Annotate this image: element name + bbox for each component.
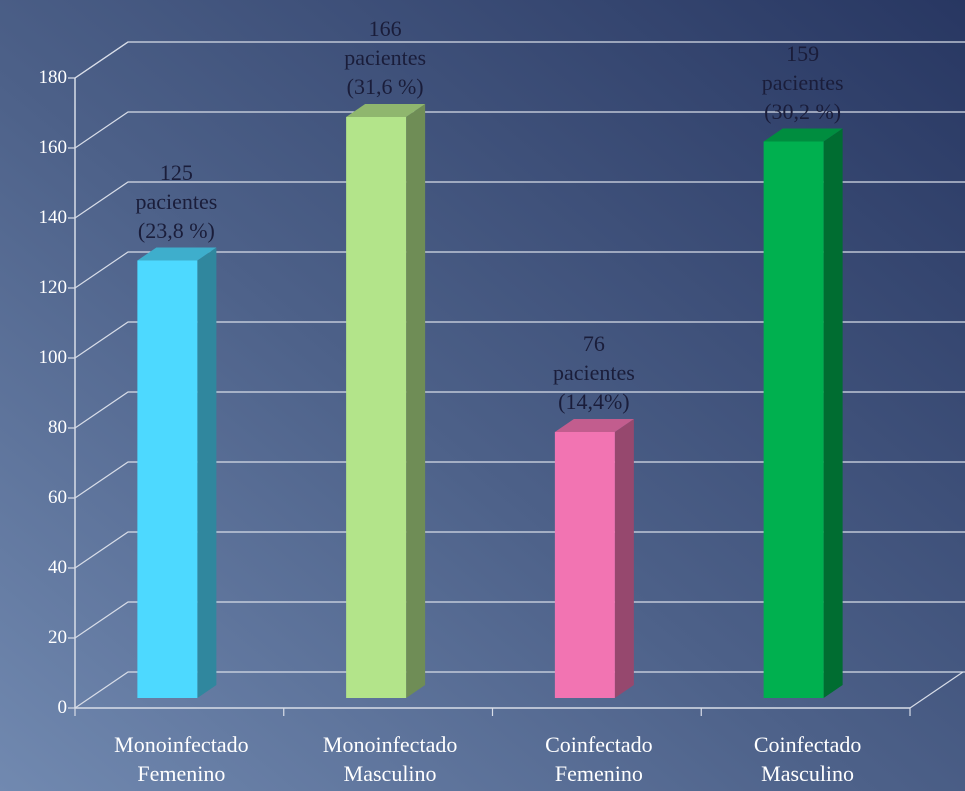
bar-top	[346, 104, 426, 117]
y-tick-label: 160	[38, 137, 68, 158]
grid-line	[74, 461, 965, 499]
bar-side	[406, 104, 426, 698]
bar	[554, 432, 615, 698]
y-tick-label: 0	[57, 697, 68, 718]
value-label: 125 pacientes (23,8 %)	[135, 159, 218, 243]
y-tick-label: 100	[38, 347, 68, 368]
y-tick-label: 40	[48, 557, 67, 578]
grid-line	[74, 531, 965, 569]
floor	[74, 671, 965, 709]
value-label: 166 pacientes (31,6 %)	[344, 16, 427, 99]
wall-edge	[74, 41, 129, 79]
grid-line	[74, 321, 965, 359]
y-tick-label: 180	[38, 67, 68, 88]
x-tick-label: Monoinfectado Femenino	[114, 732, 249, 786]
bar	[763, 141, 824, 698]
y-tick-label: 140	[38, 207, 68, 228]
y-tick-label: 80	[48, 417, 67, 438]
bar-top	[763, 128, 843, 142]
y-tick-label: 60	[48, 487, 67, 508]
value-label: 159 pacientes (30,2 %)	[761, 40, 844, 124]
bar-side	[614, 419, 634, 698]
bar-side	[823, 128, 843, 698]
bar	[346, 117, 407, 698]
x-tick-label: Coinfectado Masculino	[753, 732, 862, 786]
bar	[137, 260, 198, 698]
x-tick-label: Monoinfectado Masculino	[322, 732, 458, 786]
floor-right	[909, 671, 964, 709]
grid-line	[74, 181, 965, 219]
bar-top	[137, 247, 217, 261]
x-tick-label: Coinfectado Femenino	[545, 732, 653, 786]
bar-side	[197, 247, 217, 698]
value-label: 76 pacientes (14,4%)	[552, 331, 635, 414]
y-tick-label: 120	[38, 277, 68, 298]
grid-line	[74, 251, 965, 289]
grid-line	[74, 391, 965, 429]
bar-top	[554, 419, 634, 432]
y-tick-label: 20	[48, 627, 67, 648]
grid-line	[74, 601, 965, 639]
grid-line	[74, 111, 965, 149]
